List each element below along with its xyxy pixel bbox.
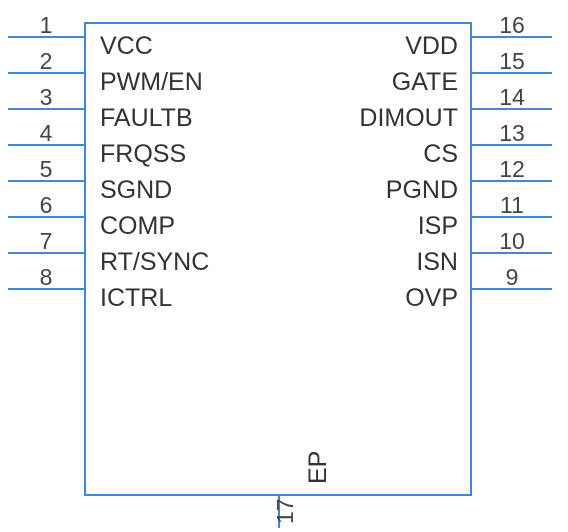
- pin-label: FAULTB: [100, 104, 193, 133]
- pin-label: PGND: [386, 176, 458, 205]
- pin-label: COMP: [100, 212, 175, 241]
- pin-number: 3: [8, 84, 84, 111]
- pin-number: 14: [472, 84, 552, 111]
- pin-number: 1: [8, 12, 84, 39]
- pin-label: VCC: [100, 32, 153, 61]
- pin-number: 11: [472, 192, 552, 219]
- pin-label: ICTRL: [100, 284, 172, 313]
- pin-label: ISN: [416, 248, 458, 277]
- pin-number: 15: [472, 48, 552, 75]
- pin-number: 8: [8, 264, 84, 291]
- pin-label: RT/SYNC: [100, 248, 209, 277]
- schematic-symbol: 1 VCC 2 PWM/EN 3 FAULTB 4 FRQSS 5 SGND 6 COMP 7 RT/SY…: [0, 0, 568, 532]
- pin-label: SGND: [100, 176, 172, 205]
- pin-number: 12: [472, 156, 552, 183]
- pin-label: FRQSS: [100, 140, 186, 169]
- pin-number: 7: [8, 228, 84, 255]
- pin-label: EP: [304, 451, 333, 484]
- pin-label: GATE: [392, 68, 458, 97]
- pin-label: DIMOUT: [359, 104, 458, 133]
- pin-number: 4: [8, 120, 84, 147]
- pin-label: PWM/EN: [100, 68, 203, 97]
- pin-number: 5: [8, 156, 84, 183]
- pin-number: 13: [472, 120, 552, 147]
- pin-number: 10: [472, 228, 552, 255]
- pin-label: VDD: [405, 32, 458, 61]
- pin-number: 17: [272, 498, 299, 524]
- pin-number: 16: [472, 12, 552, 39]
- pin-number: 9: [472, 264, 552, 291]
- pin-number: 2: [8, 48, 84, 75]
- pin-label: OVP: [405, 284, 458, 313]
- pin-number: 6: [8, 192, 84, 219]
- pin-label: CS: [423, 140, 458, 169]
- pin-label: ISP: [418, 212, 458, 241]
